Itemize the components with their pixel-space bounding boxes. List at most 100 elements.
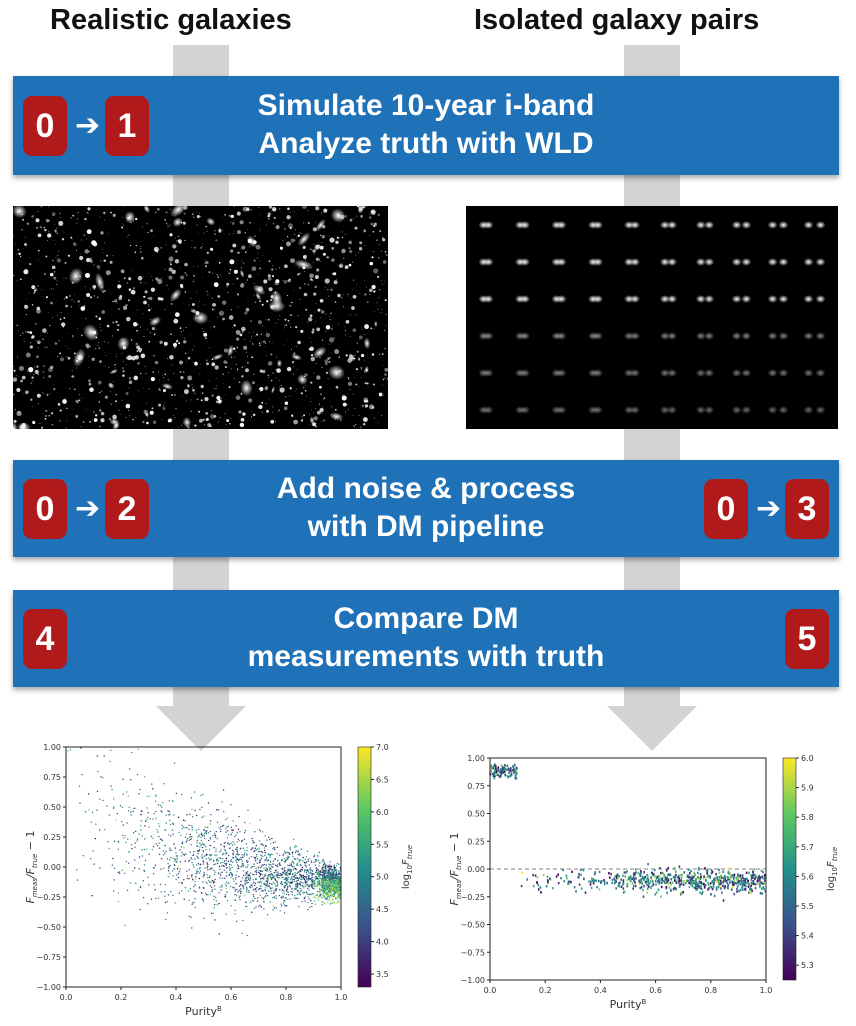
galaxy-dot <box>327 378 329 380</box>
galaxy-dot <box>226 424 227 425</box>
galaxy-dot <box>249 221 252 224</box>
galaxy-dot <box>165 244 167 246</box>
scatter-point <box>331 872 333 874</box>
scatter-point <box>335 901 338 904</box>
scatter-point <box>674 875 676 878</box>
bright-galaxy <box>297 232 311 247</box>
galaxy-dot <box>373 417 375 419</box>
galaxy-dot <box>333 280 338 285</box>
galaxy-dot <box>205 225 208 228</box>
galaxy-dot <box>173 342 177 347</box>
galaxy-dot <box>268 206 273 209</box>
scatter-point <box>497 766 500 769</box>
scatter-point <box>275 887 278 890</box>
scatter-point <box>718 878 721 881</box>
scatter-point <box>598 879 600 883</box>
galaxy-dot <box>230 417 232 419</box>
scatter-point <box>727 870 730 874</box>
scatter-point <box>736 885 739 888</box>
bright-galaxy <box>329 412 344 421</box>
galaxy-dot <box>89 387 94 392</box>
galaxy-dot <box>159 249 160 250</box>
scatter-point <box>249 822 251 825</box>
scatter-point <box>188 878 190 880</box>
scatter-point <box>253 873 255 876</box>
galaxy-dot <box>325 330 327 332</box>
scatter-point <box>758 880 761 883</box>
scatter-point <box>176 868 179 870</box>
scatter-point <box>749 888 752 891</box>
scatter-point <box>203 829 205 832</box>
scatter-point <box>236 852 239 855</box>
galaxy-dot <box>343 306 345 308</box>
scatter-point <box>242 886 245 888</box>
scatter-point <box>272 897 274 899</box>
galaxy-pair-member <box>695 332 706 340</box>
scatter-point <box>155 843 157 845</box>
galaxy-dot <box>222 317 225 321</box>
galaxy-dot <box>100 392 102 394</box>
x-tick-label: 1.0 <box>335 993 348 1002</box>
scatter-point <box>512 768 515 771</box>
scatter-point <box>255 849 258 851</box>
galaxy-dot <box>235 395 241 400</box>
scatter-point <box>315 860 317 863</box>
scatter-point <box>224 893 227 896</box>
galaxy-dot <box>241 366 244 369</box>
galaxy-dot <box>129 244 132 247</box>
scatter-point <box>327 866 329 869</box>
scatter-point <box>233 880 235 882</box>
scatter-point <box>288 852 290 854</box>
scatter-point <box>761 875 763 878</box>
galaxy-pair-member <box>741 332 752 340</box>
galaxy-dot <box>157 279 163 285</box>
galaxy-dot <box>241 260 242 262</box>
galaxy-pair-member <box>815 295 826 303</box>
galaxy-dot <box>31 380 33 382</box>
scatter-point <box>268 869 271 871</box>
scatter-point <box>260 906 263 908</box>
galaxy-dot <box>138 390 140 391</box>
scatter-point <box>742 888 744 891</box>
scatter-point <box>200 891 203 894</box>
galaxy-dot <box>284 318 287 321</box>
scatter-point <box>278 894 281 897</box>
galaxy-dot <box>332 325 333 327</box>
galaxy-dot <box>338 323 340 325</box>
scatter-point <box>221 825 224 827</box>
scatter-point <box>238 840 240 842</box>
scatter-point <box>730 888 733 891</box>
galaxy-dot <box>203 330 205 332</box>
scatter-point <box>246 877 248 879</box>
scatter-point <box>281 868 284 870</box>
scatter-point <box>263 883 265 885</box>
galaxy-dot <box>273 325 275 327</box>
galaxy-dot <box>84 286 86 288</box>
scatter-point <box>321 882 323 884</box>
arrow-right-icon: ➔ <box>75 492 101 525</box>
scatter-point <box>272 842 275 844</box>
galaxy-dot <box>34 292 36 294</box>
scatter-point <box>249 901 251 903</box>
galaxy-dot <box>215 239 218 242</box>
scatter-point <box>170 835 172 837</box>
scatter-point <box>271 853 274 855</box>
scatter-point <box>267 879 269 881</box>
galaxy-dot <box>78 393 80 396</box>
galaxy-dot <box>318 259 320 261</box>
galaxy-dot <box>232 283 234 285</box>
scatter-point <box>327 873 329 875</box>
scatter-point <box>296 864 298 866</box>
galaxy-dot <box>295 325 298 329</box>
scatter-point <box>159 883 162 886</box>
galaxy-dot <box>166 224 168 226</box>
galaxy-dot <box>115 356 117 358</box>
galaxy-dot <box>366 286 367 288</box>
scatter-point <box>266 839 268 841</box>
galaxy-dot <box>228 272 230 275</box>
scatter-point <box>703 884 706 887</box>
scatter-point <box>245 901 247 903</box>
scatter-point <box>318 878 320 880</box>
galaxy-dot <box>310 381 313 384</box>
bright-galaxy <box>268 299 286 313</box>
